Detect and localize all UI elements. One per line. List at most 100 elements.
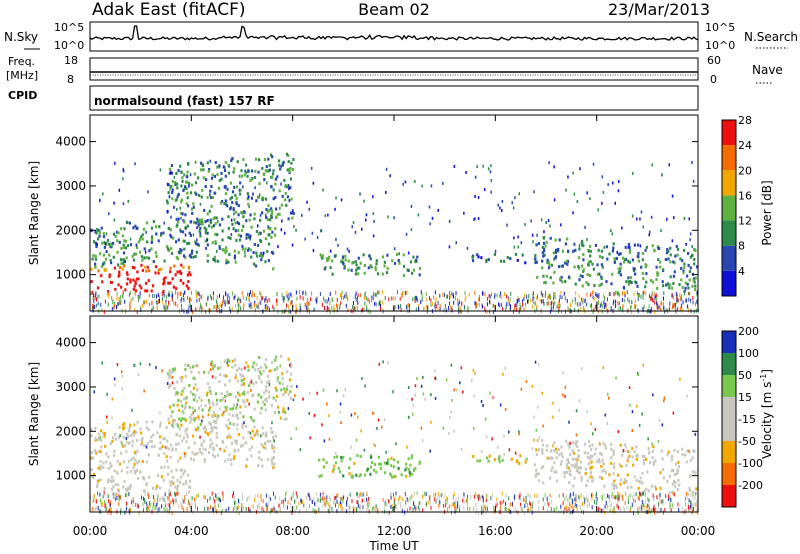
ground-scatter-cell xyxy=(559,295,561,299)
echo-cell xyxy=(187,266,191,270)
echo-cell xyxy=(182,397,186,401)
scatter-cell xyxy=(161,369,163,373)
echo-cell xyxy=(667,249,670,253)
scatter-cell xyxy=(371,411,374,415)
echo-cell xyxy=(254,368,257,372)
ground-scatter-cell xyxy=(409,303,410,308)
scatter-cell xyxy=(99,436,102,440)
ground-scatter-cell xyxy=(336,493,338,498)
scatter-cell xyxy=(564,394,566,398)
beam-title: Beam 02 xyxy=(358,0,430,19)
echo-cell xyxy=(186,180,189,184)
scatter-cell xyxy=(517,245,519,249)
ground-scatter-cell xyxy=(295,491,297,496)
echo-cell xyxy=(90,451,93,455)
echo-cell xyxy=(626,457,629,461)
scatter-cell xyxy=(131,408,133,412)
scatter-cell xyxy=(506,223,508,227)
echo-cell xyxy=(549,476,552,480)
echo-cell xyxy=(233,167,236,171)
scatter-cell xyxy=(273,439,275,443)
echo-cell xyxy=(206,219,209,222)
echo-cell xyxy=(134,280,137,284)
ground-scatter-cell xyxy=(681,294,682,299)
ground-scatter-cell xyxy=(658,305,660,310)
ground-scatter-cell xyxy=(599,303,601,308)
ground-scatter-cell xyxy=(181,308,183,313)
scatter-cell xyxy=(420,426,423,430)
ground-scatter-cell xyxy=(505,305,507,310)
ground-scatter-cell xyxy=(421,293,423,298)
echo-cell xyxy=(535,468,538,472)
ground-scatter-cell xyxy=(311,291,313,296)
echo-cell xyxy=(234,376,237,380)
echo-cell xyxy=(566,237,569,241)
ground-scatter-cell xyxy=(100,302,102,307)
echo-cell xyxy=(122,251,126,255)
echo-cell xyxy=(217,186,220,190)
ground-scatter-cell xyxy=(671,503,673,508)
echo-cell xyxy=(194,255,197,258)
echo-cell xyxy=(173,367,176,371)
echo-cell xyxy=(334,254,337,258)
scatter-cell xyxy=(514,196,516,200)
ground-scatter-cell xyxy=(595,493,597,498)
ground-scatter-cell xyxy=(139,294,141,299)
echo-cell xyxy=(162,282,165,286)
scatter-cell xyxy=(113,218,116,222)
echo-cell xyxy=(604,446,607,450)
ground-scatter-cell xyxy=(584,299,586,304)
ground-scatter-cell xyxy=(369,309,371,314)
ground-scatter-cell xyxy=(189,503,191,508)
echo-cell xyxy=(253,262,256,266)
ground-scatter-cell xyxy=(681,303,683,308)
echo-cell xyxy=(268,168,271,172)
ground-scatter-cell xyxy=(544,502,546,506)
ground-scatter-cell xyxy=(456,503,458,508)
ground-scatter-cell xyxy=(353,506,355,511)
scatter-cell xyxy=(689,238,691,242)
ground-scatter-cell xyxy=(553,302,555,307)
ground-scatter-cell xyxy=(116,496,118,500)
echo-cell xyxy=(192,392,195,396)
ground-scatter-cell xyxy=(152,293,154,298)
echo-cell xyxy=(137,240,140,244)
scatter-cell xyxy=(466,246,469,250)
ground-scatter-cell xyxy=(569,495,571,500)
scatter-cell xyxy=(350,413,353,417)
scatter-cell xyxy=(121,387,123,391)
echo-cell xyxy=(225,249,228,253)
scatter-cell xyxy=(122,177,124,181)
echo-cell xyxy=(175,240,178,244)
echo-cell xyxy=(159,424,162,428)
ground-scatter-cell xyxy=(551,306,553,311)
echo-cell xyxy=(591,454,594,458)
echo-cell xyxy=(102,253,105,257)
echo-cell xyxy=(209,189,212,193)
ground-scatter-cell xyxy=(617,505,619,510)
ground-scatter-cell xyxy=(181,497,183,502)
ground-scatter-cell xyxy=(366,505,368,510)
ground-scatter-cell xyxy=(148,505,150,510)
echo-cell xyxy=(397,259,400,262)
ground-scatter-cell xyxy=(596,501,598,506)
echo-cell xyxy=(418,267,422,271)
echo-cell xyxy=(233,254,237,258)
scatter-cell xyxy=(106,415,108,419)
echo-cell xyxy=(636,254,639,258)
ground-scatter-cell xyxy=(97,295,98,299)
ground-scatter-cell xyxy=(459,300,461,305)
echo-cell xyxy=(636,453,639,457)
echo-cell xyxy=(210,185,213,188)
echo-cell xyxy=(366,467,369,471)
echo-cell xyxy=(192,202,195,206)
echo-cell xyxy=(587,283,590,287)
ground-scatter-cell xyxy=(608,494,610,499)
ground-scatter-cell xyxy=(409,506,411,511)
y-tick-label: 4000 xyxy=(55,336,86,350)
ground-scatter-cell xyxy=(631,310,633,314)
ground-scatter-cell xyxy=(576,494,578,499)
echo-cell xyxy=(140,431,143,435)
ground-scatter-cell xyxy=(519,302,521,307)
echo-cell xyxy=(567,275,571,279)
